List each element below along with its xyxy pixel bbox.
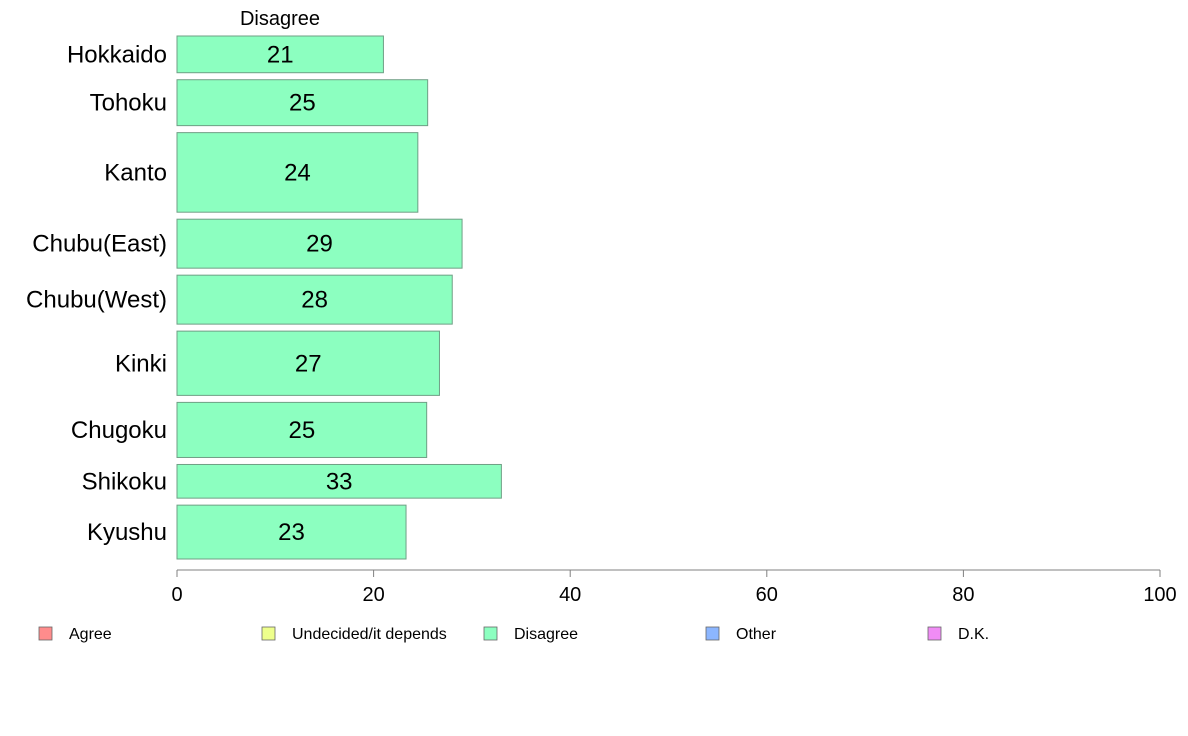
value-label: 29 bbox=[306, 231, 333, 258]
category-label: Kanto bbox=[104, 159, 167, 186]
value-label: 33 bbox=[326, 468, 353, 495]
bars-group: Hokkaido 21 Tohoku 25 Kanto 24 Chubu(East) 29 Ch… bbox=[26, 35, 502, 560]
series-title: Disagree bbox=[240, 8, 320, 30]
legend-swatch bbox=[38, 626, 53, 641]
category-label: Chubu(West) bbox=[26, 287, 167, 314]
legend-label: Other bbox=[736, 626, 777, 643]
legend-label: Undecided/it depends bbox=[292, 626, 447, 643]
x-tick-label: 100 bbox=[1143, 584, 1176, 606]
bar-chubu-east- bbox=[176, 218, 463, 269]
value-label: 25 bbox=[289, 90, 316, 117]
value-label: 25 bbox=[288, 417, 315, 444]
value-label: 23 bbox=[278, 519, 305, 546]
bar-tohoku bbox=[176, 79, 429, 127]
value-label: 21 bbox=[267, 41, 294, 68]
value-label: 28 bbox=[301, 287, 328, 314]
category-label: Tohoku bbox=[90, 90, 167, 117]
category-label: Chugoku bbox=[71, 417, 167, 444]
legend-swatch bbox=[927, 626, 942, 641]
x-tick-label: 40 bbox=[559, 584, 581, 606]
x-tick-label: 80 bbox=[952, 584, 974, 606]
legend-swatch bbox=[261, 626, 276, 641]
category-label: Kyushu bbox=[87, 519, 167, 546]
value-label: 27 bbox=[295, 350, 322, 377]
legend: Agree Undecided/it depends Disagree Other D.… bbox=[38, 626, 989, 643]
bar-chubu-west- bbox=[176, 274, 453, 325]
bar-kinki bbox=[176, 330, 440, 396]
legend-label: D.K. bbox=[958, 626, 989, 643]
x-tick-label: 60 bbox=[756, 584, 778, 606]
bar-kanto bbox=[176, 132, 419, 213]
legend-label: Agree bbox=[69, 626, 112, 643]
bar-kyushu bbox=[176, 504, 407, 560]
bar-shikoku bbox=[176, 463, 502, 499]
legend-swatch bbox=[483, 626, 498, 641]
legend-label: Disagree bbox=[514, 626, 578, 643]
category-label: Shikoku bbox=[82, 468, 167, 495]
x-tick-label: 20 bbox=[362, 584, 384, 606]
x-tick-label: 0 bbox=[171, 584, 182, 606]
bar-chugoku bbox=[176, 401, 428, 458]
legend-swatch bbox=[705, 626, 720, 641]
value-label: 24 bbox=[284, 159, 311, 186]
category-label: Hokkaido bbox=[67, 41, 167, 68]
bar-hokkaido bbox=[176, 35, 384, 74]
x-axis: 0 20 40 60 80 100 bbox=[171, 569, 1177, 606]
category-label: Kinki bbox=[115, 350, 167, 377]
category-label: Chubu(East) bbox=[32, 231, 167, 258]
